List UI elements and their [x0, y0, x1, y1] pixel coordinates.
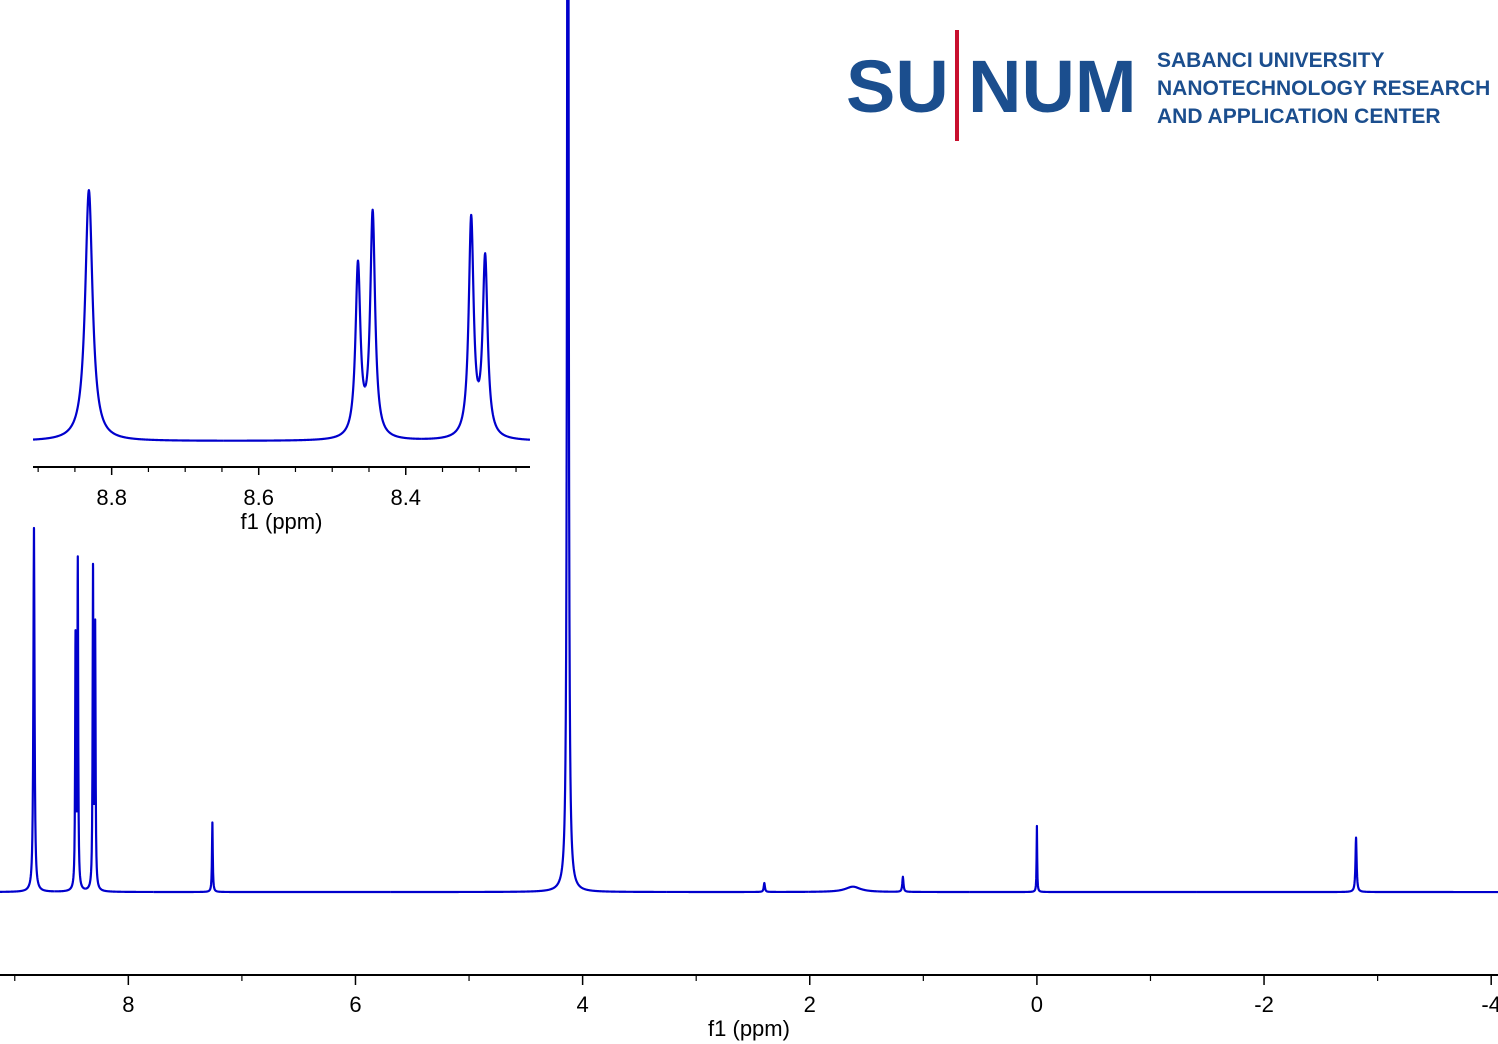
- peak: [1195, 836, 1498, 894]
- peak: [53, 629, 78, 893]
- x-axis-label: f1 (ppm): [241, 509, 323, 534]
- peak: [389, 0, 667, 894]
- logo-text: SABANCI UNIVERSITY: [1157, 49, 1385, 72]
- peak: [807, 885, 879, 893]
- peak: [969, 824, 1198, 894]
- x-tick-label: -4: [1481, 992, 1498, 1017]
- x-tick-label: 6: [349, 992, 361, 1017]
- logo-text: AND APPLICATION CENTER: [1157, 105, 1441, 128]
- logo: SU NUM SABANCI UNIVERSITY NANOTECHNOLOGY…: [846, 30, 1490, 141]
- peak: [153, 821, 392, 894]
- peak: [84, 562, 96, 890]
- spectrum-trace: [0, 0, 1498, 894]
- x-tick-label: 0: [1031, 992, 1043, 1017]
- logo-text: NANOTECHNOLOGY RESEARCH: [1157, 77, 1490, 100]
- x-axis-label: f1 (ppm): [708, 1016, 790, 1041]
- spectrum-chart: 8.8 8.6 8.4 f1 (ppm): [33, 189, 530, 534]
- x-tick-label: 4: [576, 992, 588, 1017]
- x-tick-label: 8: [122, 992, 134, 1017]
- peak: [33, 189, 225, 442]
- peak: [665, 881, 810, 894]
- peak: [421, 213, 480, 440]
- peak: [364, 208, 423, 440]
- peak: [75, 555, 87, 890]
- logo-mark: NUM: [968, 45, 1137, 128]
- x-tick-label: 2: [804, 992, 816, 1017]
- x-tick-label: -2: [1254, 992, 1274, 1017]
- x-tick-label: 8.8: [96, 485, 127, 510]
- peak: [0, 526, 56, 893]
- logo-mark: SU: [846, 45, 949, 128]
- peak: [222, 259, 367, 442]
- spectrum-trace: [33, 189, 530, 442]
- x-tick-label: 8.4: [390, 485, 421, 510]
- peak: [477, 252, 530, 441]
- x-tick-label: 8.6: [243, 485, 274, 510]
- peak: [877, 875, 971, 894]
- peak: [92, 618, 155, 894]
